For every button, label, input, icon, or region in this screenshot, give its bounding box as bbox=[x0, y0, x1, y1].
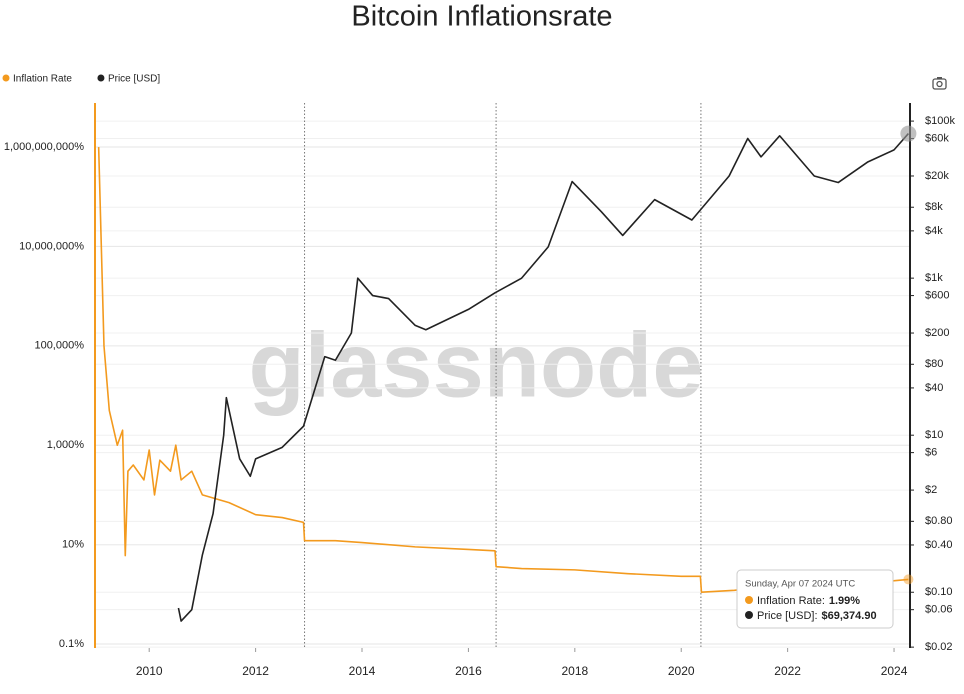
y-tick-label: 0.1% bbox=[59, 638, 84, 650]
legend-label: Price [USD] bbox=[108, 74, 160, 85]
x-tick-label: 2022 bbox=[774, 664, 801, 678]
y-tick-label: 10,000,000% bbox=[19, 240, 84, 252]
tooltip-box bbox=[736, 569, 894, 629]
legend-marker bbox=[2, 74, 10, 82]
y-tick-label: 100,000% bbox=[34, 340, 84, 352]
y2-tick-label: $80 bbox=[925, 358, 943, 370]
tooltip-value: 1.99% bbox=[829, 595, 860, 607]
y2-tick-label: $0.10 bbox=[925, 586, 953, 598]
tooltip-dot bbox=[745, 611, 753, 619]
y2-tick-label: $1k bbox=[925, 272, 943, 284]
x-tick-label: 2010 bbox=[136, 664, 163, 678]
tooltip-label: Inflation Rate: bbox=[757, 595, 825, 607]
tooltip-title: Sunday, Apr 07 2024 UTC bbox=[745, 579, 855, 590]
tooltip: Sunday, Apr 07 2024 UTC Inflation Rate: 1.… bbox=[736, 569, 894, 629]
y2-tick-label: $60k bbox=[925, 132, 949, 144]
y2-tick-label: $100k bbox=[925, 115, 955, 127]
x-tick-label: 2018 bbox=[561, 664, 588, 678]
y2-tick-label: $20k bbox=[925, 170, 949, 182]
x-tick-label: 2016 bbox=[455, 664, 482, 678]
x-tick-label: 2020 bbox=[668, 664, 695, 678]
end-marker bbox=[900, 125, 917, 142]
legend-marker bbox=[97, 74, 105, 82]
y-tick-label: 1,000,000,000% bbox=[4, 141, 84, 153]
tooltip-value: $69,374.90 bbox=[822, 610, 877, 622]
x-tick-label: 2024 bbox=[881, 664, 908, 678]
y2-tick-label: $600 bbox=[925, 289, 949, 301]
y2-tick-label: $2 bbox=[925, 484, 937, 496]
y2-tick-label: $0.02 bbox=[925, 641, 953, 653]
y2-tick-label: $6 bbox=[925, 447, 937, 459]
y2-tick-label: $0.40 bbox=[925, 539, 953, 551]
series-line bbox=[97, 147, 909, 594]
camera-icon[interactable] bbox=[932, 77, 947, 90]
y2-tick-label: $10 bbox=[925, 429, 943, 441]
watermark: glassnode bbox=[248, 314, 703, 416]
y2-tick-label: $200 bbox=[925, 327, 949, 339]
x-tick-label: 2014 bbox=[349, 664, 376, 678]
chart-title: Bitcoin Inflationsrate bbox=[351, 1, 612, 33]
series-line bbox=[177, 133, 910, 622]
y2-tick-label: $0.80 bbox=[925, 515, 953, 527]
y2-tick-label: $8k bbox=[925, 201, 943, 213]
end-marker bbox=[903, 574, 914, 585]
legend-label: Inflation Rate bbox=[13, 74, 72, 85]
y-tick-label: 10% bbox=[62, 538, 84, 550]
y2-tick-label: $40 bbox=[925, 382, 943, 394]
tooltip-dot bbox=[745, 596, 753, 604]
y2-tick-label: $4k bbox=[925, 225, 943, 237]
x-tick-label: 2012 bbox=[242, 664, 269, 678]
tooltip-label: Price [USD]: bbox=[757, 610, 818, 622]
y2-tick-label: $0.06 bbox=[925, 604, 953, 616]
y-tick-label: 1,000% bbox=[47, 439, 85, 451]
